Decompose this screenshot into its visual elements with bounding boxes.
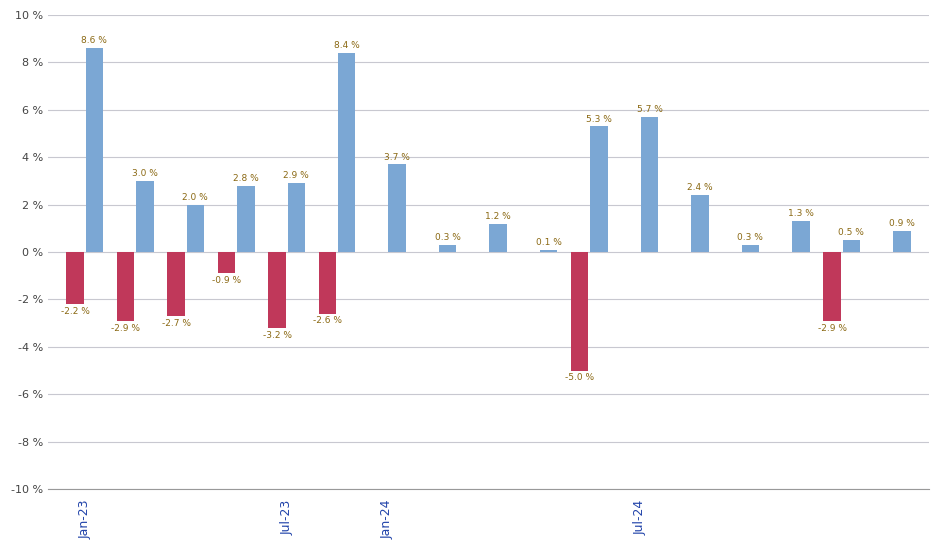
Text: 5.7 %: 5.7 %: [636, 105, 663, 114]
Text: 2.4 %: 2.4 %: [687, 183, 713, 192]
Bar: [842, 240, 860, 252]
Text: 0.5 %: 0.5 %: [838, 228, 864, 238]
Bar: [590, 126, 608, 252]
Text: 8.6 %: 8.6 %: [82, 36, 107, 46]
Bar: [136, 181, 153, 252]
Bar: [187, 205, 204, 252]
Text: 1.2 %: 1.2 %: [485, 212, 511, 221]
Bar: [117, 252, 134, 321]
Bar: [792, 221, 809, 252]
Bar: [742, 245, 760, 252]
Text: 0.9 %: 0.9 %: [889, 219, 915, 228]
Bar: [893, 230, 911, 252]
Text: -2.6 %: -2.6 %: [313, 316, 342, 326]
Bar: [823, 252, 840, 321]
Bar: [490, 224, 507, 252]
Bar: [288, 183, 305, 252]
Bar: [338, 53, 355, 252]
Bar: [388, 164, 406, 252]
Bar: [540, 250, 557, 252]
Bar: [167, 252, 185, 316]
Text: 0.3 %: 0.3 %: [434, 233, 461, 242]
Bar: [691, 195, 709, 252]
Text: 0.3 %: 0.3 %: [738, 233, 763, 242]
Text: -0.9 %: -0.9 %: [212, 276, 242, 285]
Text: 2.0 %: 2.0 %: [182, 193, 209, 202]
Bar: [268, 252, 286, 328]
Text: -5.0 %: -5.0 %: [565, 373, 594, 382]
Bar: [319, 252, 337, 314]
Text: 0.1 %: 0.1 %: [536, 238, 561, 247]
Text: 3.7 %: 3.7 %: [384, 152, 410, 162]
Text: -2.9 %: -2.9 %: [818, 323, 847, 333]
Text: 2.9 %: 2.9 %: [283, 172, 309, 180]
Bar: [439, 245, 457, 252]
Bar: [67, 252, 84, 304]
Text: -3.2 %: -3.2 %: [262, 331, 291, 340]
Text: 8.4 %: 8.4 %: [334, 41, 360, 50]
Bar: [572, 252, 588, 371]
Text: 2.8 %: 2.8 %: [233, 174, 258, 183]
Bar: [218, 252, 235, 273]
Text: 5.3 %: 5.3 %: [587, 114, 612, 124]
Bar: [237, 186, 255, 252]
Text: -2.2 %: -2.2 %: [61, 307, 89, 316]
Text: -2.7 %: -2.7 %: [162, 319, 191, 328]
Text: 1.3 %: 1.3 %: [788, 210, 814, 218]
Bar: [86, 48, 103, 252]
Text: 3.0 %: 3.0 %: [132, 169, 158, 178]
Bar: [641, 117, 658, 252]
Text: -2.9 %: -2.9 %: [111, 323, 140, 333]
